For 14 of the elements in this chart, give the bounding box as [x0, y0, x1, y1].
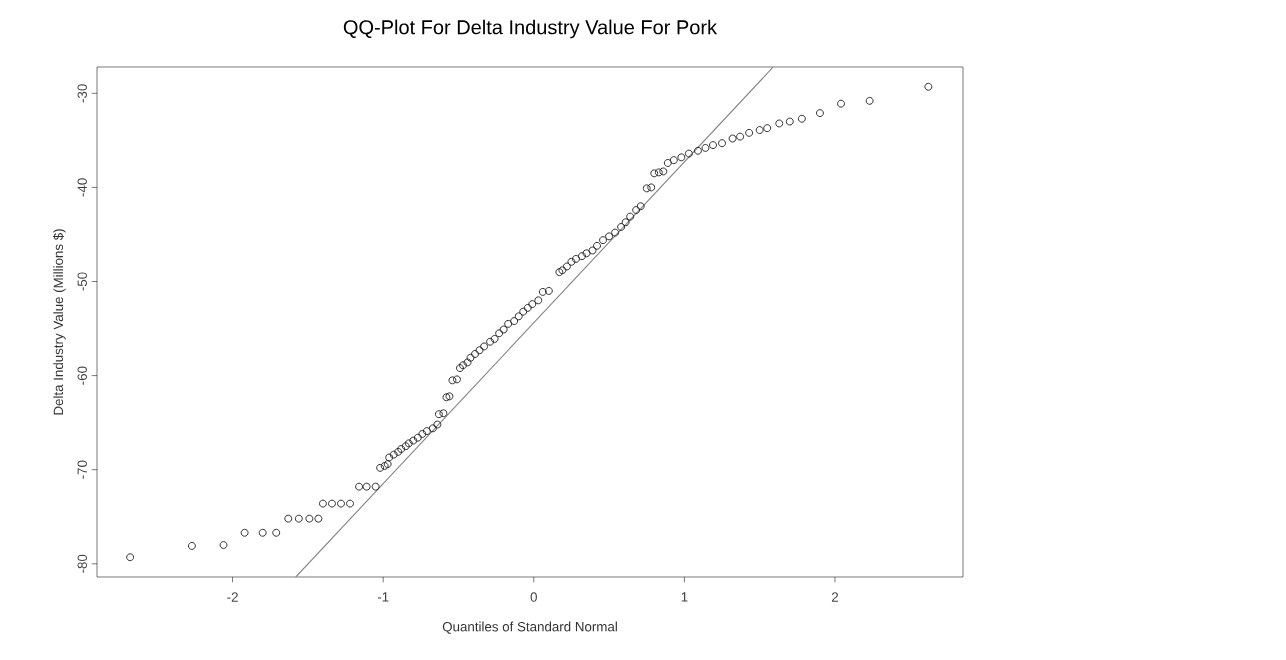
y-tick-label: -30 — [77, 84, 87, 103]
x-tick-label: 2 — [831, 592, 839, 602]
x-tick-label: -2 — [227, 592, 238, 602]
y-axis-title: Delta Industry Value (Millions $) — [53, 229, 66, 415]
y-tick-label: -70 — [77, 460, 87, 479]
y-tick-label: -40 — [77, 178, 87, 197]
y-tick-label: -50 — [77, 272, 87, 291]
x-tick-label: 1 — [681, 592, 688, 602]
x-tick-label: -1 — [377, 592, 389, 602]
y-tick-label: -80 — [77, 554, 87, 573]
x-axis-title: Quantiles of Standard Normal — [442, 621, 617, 634]
x-tick-label: 0 — [530, 592, 537, 602]
chart-title: QQ-Plot For Delta Industry Value For Pork — [343, 19, 718, 39]
y-tick-label: -60 — [77, 366, 87, 385]
